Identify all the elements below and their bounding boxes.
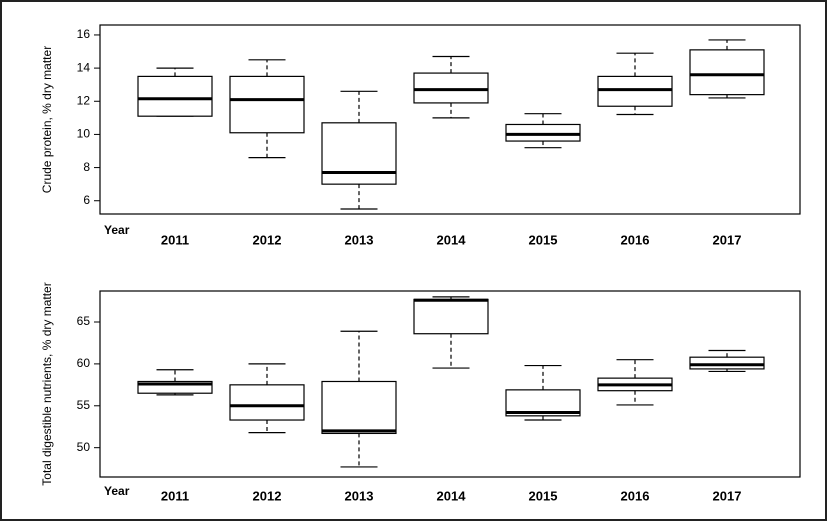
box (229, 75, 305, 134)
box (321, 122, 397, 185)
x-tick-label: 2013 (345, 488, 374, 503)
y-tick-label: 50 (77, 440, 91, 454)
x-tick-label: 2012 (253, 488, 282, 503)
x-tick-label: 2012 (253, 232, 282, 247)
y-tick-label: 55 (77, 398, 91, 412)
box (321, 380, 397, 435)
y-tick-label: 6 (83, 193, 90, 207)
y-axis-label: Total digestible nutrients, % dry matter (40, 282, 54, 485)
x-tick-label: 2016 (621, 488, 650, 503)
x-tick-label: 2017 (713, 488, 742, 503)
y-tick-label: 60 (77, 356, 91, 370)
y-tick-label: 10 (77, 127, 91, 141)
box (689, 49, 765, 96)
plot-frame (99, 24, 801, 215)
box (413, 72, 489, 104)
box (229, 384, 305, 421)
box (597, 75, 673, 107)
x-tick-label: 2014 (437, 488, 467, 503)
plot-frame (99, 290, 801, 478)
y-tick-label: 16 (77, 27, 91, 41)
x-tick-label: 2011 (161, 488, 189, 503)
x-tick-label: 2017 (713, 232, 742, 247)
y-tick-label: 8 (83, 160, 90, 174)
y-axis-label: Crude protein, % dry matter (40, 46, 54, 193)
x-axis-label: Year (104, 223, 130, 237)
x-axis-label: Year (104, 484, 130, 498)
x-tick-label: 2011 (161, 232, 189, 247)
box (413, 298, 489, 335)
x-tick-label: 2015 (529, 232, 558, 247)
box (137, 75, 213, 117)
x-tick-label: 2014 (437, 232, 467, 247)
y-tick-label: 12 (77, 93, 91, 107)
x-tick-label: 2013 (345, 232, 374, 247)
y-tick-label: 65 (77, 314, 91, 328)
box (137, 380, 213, 394)
y-tick-label: 14 (77, 60, 91, 74)
x-tick-label: 2015 (529, 488, 558, 503)
box (505, 123, 581, 142)
x-tick-label: 2016 (621, 232, 650, 247)
box (689, 356, 765, 370)
